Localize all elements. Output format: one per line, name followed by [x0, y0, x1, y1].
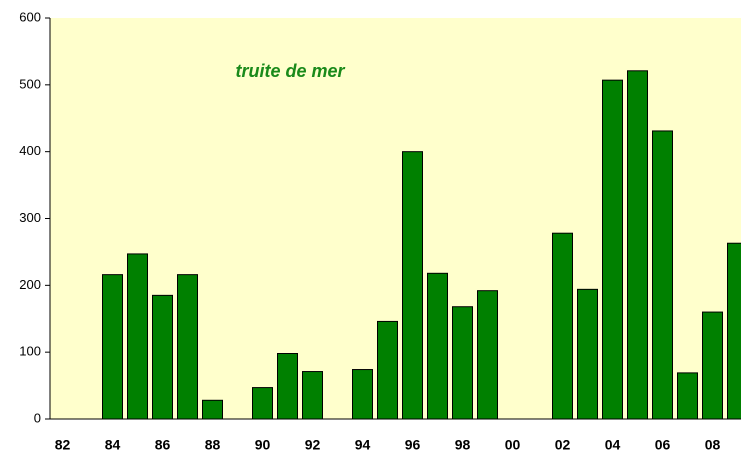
y-tick-label: 400 [19, 143, 41, 158]
chart-title: truite de mer [235, 61, 345, 81]
x-tick-label: 96 [405, 437, 421, 453]
bar [702, 311, 723, 420]
x-tick-label: 00 [505, 437, 521, 453]
y-tick-label: 200 [19, 277, 41, 292]
bar [452, 306, 473, 420]
bar [202, 399, 223, 420]
y-tick-label: 600 [19, 9, 41, 24]
bar [177, 274, 198, 420]
x-tick-label: 08 [705, 437, 721, 453]
x-tick-label: 02 [555, 437, 571, 453]
x-tick-label: 84 [105, 437, 121, 453]
x-tick-label: 06 [655, 437, 671, 453]
y-tick-label: 0 [34, 410, 41, 425]
bar [577, 288, 598, 420]
y-tick-label: 100 [19, 344, 41, 359]
y-tick-label: 500 [19, 76, 41, 91]
bar [277, 353, 298, 420]
bar [727, 242, 741, 420]
bar [477, 290, 498, 420]
x-tick-label: 92 [305, 437, 321, 453]
x-tick-label: 04 [605, 437, 621, 453]
bar [127, 253, 148, 420]
x-tick-label: 90 [255, 437, 271, 453]
x-tick-label: 82 [55, 437, 71, 453]
y-tick-label: 300 [19, 210, 41, 225]
x-tick-label: 88 [205, 437, 221, 453]
bar [552, 232, 573, 420]
bar [677, 372, 698, 420]
bar [627, 70, 648, 420]
bar [377, 320, 398, 420]
bar [427, 272, 448, 420]
bar [302, 371, 323, 420]
bar [102, 274, 123, 420]
bar [402, 151, 423, 420]
x-tick-label: 86 [155, 437, 171, 453]
bar [252, 387, 273, 420]
bar [652, 130, 673, 420]
bar [352, 369, 373, 420]
x-tick-label: 94 [355, 437, 371, 453]
bar [152, 294, 173, 420]
bar [602, 79, 623, 420]
x-tick-label: 98 [455, 437, 471, 453]
